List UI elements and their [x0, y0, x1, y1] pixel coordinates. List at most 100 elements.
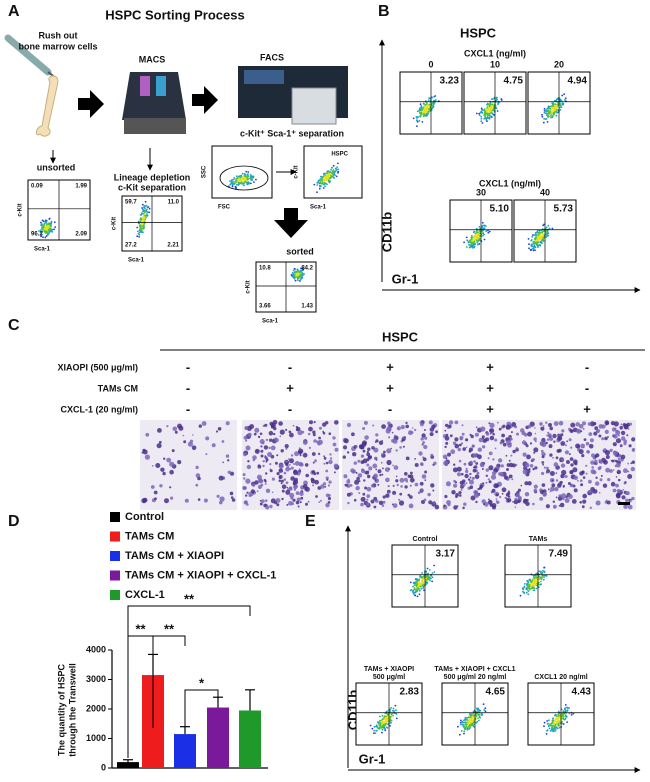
- y-axis-label: c-Kit: [112, 217, 118, 230]
- stained-cell: [552, 500, 555, 503]
- cell-dot: [318, 184, 321, 187]
- stained-cell: [367, 447, 371, 451]
- stained-cell: [403, 436, 406, 439]
- cell-dot: [40, 221, 42, 224]
- cell-dot: [433, 564, 435, 567]
- stained-cell: [263, 478, 267, 482]
- cell-dot: [488, 116, 491, 119]
- stained-cell: [445, 433, 449, 437]
- cell-dot: [236, 176, 239, 179]
- cell-dot: [552, 730, 555, 733]
- cell-dot: [416, 125, 418, 127]
- flow-plot: 3.17: [391, 544, 459, 608]
- cell-dot: [44, 221, 47, 224]
- stained-cell: [485, 432, 490, 436]
- row-label: TAMs CM: [98, 383, 138, 393]
- cell-dot: [389, 725, 391, 727]
- stained-cell: [283, 478, 287, 481]
- stained-cell: [420, 437, 424, 441]
- cell-dot: [489, 104, 491, 107]
- stained-cell: [247, 432, 252, 437]
- cell-dot: [241, 182, 244, 185]
- stained-cell: [627, 462, 629, 465]
- cell-dot: [463, 721, 465, 724]
- stained-cell: [187, 441, 193, 447]
- cell-dot: [296, 269, 299, 271]
- cell-dot: [48, 229, 50, 232]
- stained-cell: [575, 443, 581, 449]
- cell-dot: [526, 580, 528, 582]
- stained-cell: [302, 484, 308, 489]
- group-label: CXCL1 (ng/ml): [479, 178, 541, 188]
- bar: [117, 762, 139, 768]
- cell-dot: [481, 226, 483, 229]
- dose-label: 10: [490, 59, 500, 69]
- cell-dot: [421, 572, 423, 574]
- stained-cell: [245, 478, 251, 484]
- stained-cell: [611, 459, 615, 463]
- stained-cell: [264, 423, 268, 427]
- cell-dot: [540, 570, 542, 573]
- stained-cell: [295, 428, 299, 432]
- flow-plot: 3.23: [399, 71, 463, 135]
- cell-dot: [41, 230, 44, 233]
- stained-cell: [386, 459, 392, 466]
- cell-dot: [545, 110, 547, 112]
- cell-dot: [487, 231, 490, 234]
- stained-cell: [365, 470, 370, 475]
- cell-dot: [377, 722, 380, 725]
- cell-dot: [473, 230, 476, 233]
- cell-dot: [475, 722, 477, 724]
- cell-dot: [242, 179, 245, 182]
- plot-title: TAMs + XIAOPI: [364, 666, 414, 673]
- stained-cell: [305, 502, 308, 506]
- cell-dot: [463, 726, 466, 728]
- stained-cell: [299, 501, 302, 504]
- stained-cell: [616, 493, 621, 499]
- cell-dot: [44, 219, 47, 222]
- stained-cell: [393, 465, 399, 470]
- cell-dot: [469, 246, 471, 249]
- stained-cell: [610, 481, 616, 487]
- cell-dot: [325, 174, 328, 177]
- stained-cell: [479, 462, 485, 468]
- cell-dot: [555, 114, 558, 117]
- cell-dot: [316, 191, 318, 194]
- stained-cell: [603, 459, 608, 465]
- stained-cell: [358, 492, 361, 494]
- cell-dot: [415, 119, 418, 122]
- stained-cell: [177, 460, 182, 465]
- stained-cell: [242, 473, 246, 477]
- stained-cell: [581, 454, 585, 458]
- cell-dot: [480, 115, 483, 118]
- stained-cell: [549, 471, 555, 476]
- stained-cell: [551, 483, 556, 488]
- cell-dot: [250, 178, 253, 181]
- cell-dot: [425, 114, 427, 117]
- stained-cell: [501, 492, 504, 495]
- stained-cell: [276, 503, 280, 507]
- stained-cell: [322, 482, 327, 486]
- stained-cell: [192, 434, 194, 436]
- cell-dot: [476, 707, 478, 710]
- cell-dot: [470, 234, 473, 237]
- condition-sign: +: [386, 380, 394, 395]
- stained-cell: [515, 447, 519, 450]
- stained-cell: [490, 474, 497, 480]
- stained-cell: [360, 496, 366, 502]
- stained-cell: [475, 500, 478, 504]
- cell-dot: [236, 180, 239, 183]
- stained-cell: [312, 484, 315, 487]
- cell-dot: [432, 102, 435, 104]
- stained-cell: [474, 432, 479, 437]
- cell-dot: [480, 117, 483, 120]
- stained-cell: [620, 430, 626, 436]
- dose-label: 20: [554, 59, 564, 69]
- stained-cell: [580, 479, 583, 483]
- cell-dot: [523, 591, 525, 594]
- stained-cell: [289, 432, 294, 438]
- cell-dot: [424, 109, 427, 112]
- stained-cell: [459, 435, 464, 440]
- stained-cell: [421, 443, 425, 446]
- stained-cell: [499, 495, 502, 499]
